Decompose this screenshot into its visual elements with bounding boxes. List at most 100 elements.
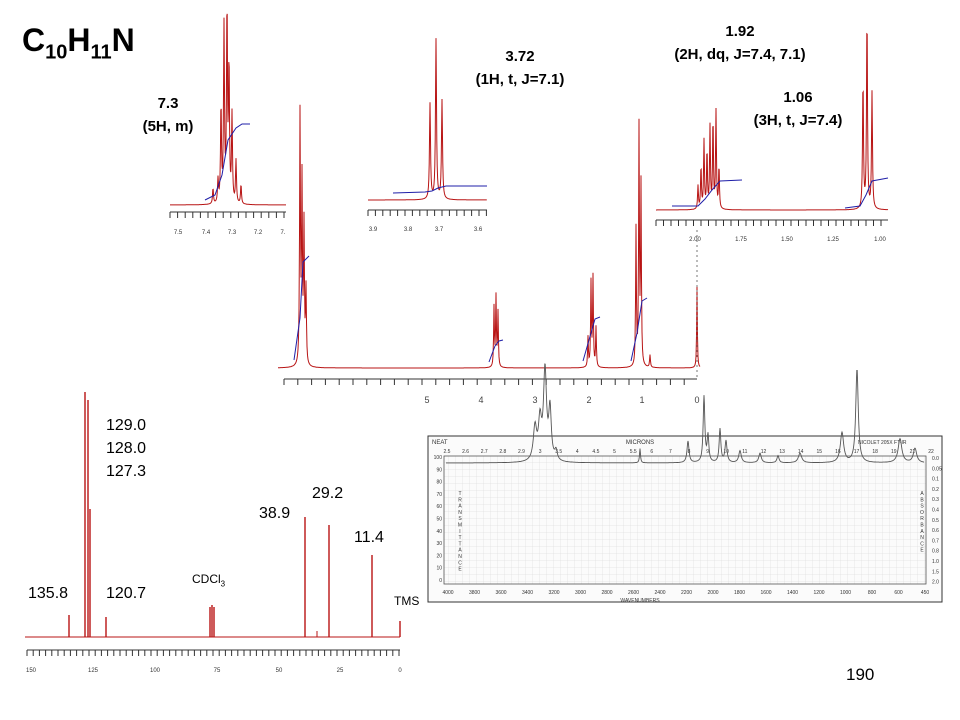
aliphatic-trace	[656, 32, 889, 211]
ir-top-tick-22: 17	[854, 449, 860, 455]
label-methyl-detail: (3H, t, J=7.4)	[753, 112, 843, 129]
aromatic-integral	[204, 123, 250, 201]
ir-bottom-tick-15: 1000	[840, 590, 851, 596]
ir-absorbance-letter: C	[920, 541, 924, 547]
ir-top-tick-19: 14	[798, 449, 804, 455]
aromatic-tick-7.5: 7.5	[174, 230, 183, 236]
inset-aromatic: 7.5 7.4 7.3 7.2 7.	[169, 13, 286, 236]
ir-top-tick-7: 4	[576, 449, 579, 455]
ir-top-tick-16: 11	[742, 449, 747, 455]
methine-tick-3.7: 3.7	[435, 227, 444, 233]
c13-label-11: 11.4	[354, 529, 384, 546]
molecular-formula: C10H11N	[22, 22, 135, 64]
proton-nmr-full: 5 4 3 2 1 0	[278, 104, 701, 405]
ir-transmittance-letter: S	[458, 516, 462, 522]
ir-transmittance-letter: I	[459, 529, 460, 535]
ir-bottom-tick-14: 1200	[813, 590, 824, 596]
proton-tick-label-0: 0	[694, 395, 699, 405]
proton-tick-label-2: 2	[586, 395, 591, 405]
ir-top-tick-4: 2.9	[518, 449, 525, 455]
ir-top-tick-18: 13	[779, 449, 785, 455]
ir-bottom-tick-10: 2000	[707, 590, 718, 596]
ir-absorbance-letter: A	[920, 491, 924, 497]
c13-label-129: 129.0	[106, 417, 147, 434]
ir-top-tick-12: 7	[669, 449, 672, 455]
ir-right-tick-11: 1.5	[932, 569, 939, 575]
ir-transmittance-letter: C	[458, 560, 462, 566]
ir-left-tick-0: 100	[434, 455, 443, 461]
ir-bottom-tick-2: 3600	[495, 590, 506, 596]
ir-top-tick-25: 21	[910, 449, 916, 455]
ir-top-tick-26: 22	[928, 449, 934, 455]
aromatic-tick-7.4: 7.4	[202, 230, 211, 236]
label-aromatic: 7.3 (5H, m)	[136, 92, 200, 138]
ir-left-tick-4: 60	[436, 504, 442, 510]
ir-top-tick-11: 6	[650, 449, 653, 455]
methine-tick-3.9: 3.9	[369, 227, 378, 233]
label-methyl: 1.06 (3H, t, J=7.4)	[733, 86, 863, 132]
ir-bottom-tick-12: 1600	[760, 590, 771, 596]
aliphatic-tick-1.75: 1.75	[735, 237, 747, 243]
proton-tick-label-1: 1	[639, 395, 644, 405]
ir-bottom-tick-16: 800	[868, 590, 877, 596]
c13-label-120: 120.7	[106, 585, 147, 602]
ir-left-tick-8: 20	[436, 553, 442, 559]
label-methyl-shift: 1.06	[783, 89, 813, 106]
ir-top-tick-9: 5	[613, 449, 616, 455]
inset-aliphatic: 2.00 1.75 1.50 1.25 1.00	[655, 32, 889, 243]
ir-left-tick-2: 80	[436, 480, 442, 486]
ir-label-wavenumbers: WAVENUMBERS	[620, 598, 660, 604]
ir-left-tick-3: 70	[436, 492, 442, 498]
carbon-nmr: 150 125 100 75 50 25 0	[25, 392, 402, 674]
ir-label-microns: MICRONS	[626, 440, 654, 446]
label-methine-shift: 3.72	[505, 48, 535, 65]
label-methylene-detail: (2H, dq, J=7.4, 7.1)	[674, 46, 806, 63]
ir-absorbance-letter: O	[920, 510, 924, 516]
ir-bottom-tick-11: 1800	[734, 590, 745, 596]
label-methine-detail: (1H, t, J=7.1)	[475, 71, 565, 88]
proton-spectrum-trace	[278, 104, 701, 369]
c13-tick-75: 75	[214, 668, 221, 674]
methine-trace	[368, 38, 487, 201]
ir-transmittance-letter: T	[458, 541, 461, 547]
c13-tick-100: 100	[150, 668, 161, 674]
ir-bottom-tick-0: 4000	[442, 590, 453, 596]
ir-bottom-tick-8: 2400	[654, 590, 665, 596]
ir-bottom-tick-1: 3800	[469, 590, 480, 596]
integral-aromatic	[293, 255, 310, 361]
ir-right-tick-4: 0.3	[932, 497, 939, 503]
ir-right-tick-3: 0.2	[932, 487, 939, 493]
methine-tick-3.8: 3.8	[404, 227, 413, 233]
ir-transmittance-letter: R	[458, 497, 462, 503]
ir-top-tick-23: 18	[872, 449, 878, 455]
ir-top-tick-6: 3.5	[555, 449, 562, 455]
ir-bottom-tick-3: 3400	[522, 590, 533, 596]
ir-right-tick-1: 0.05	[932, 466, 942, 472]
ir-transmittance-letter: E	[458, 567, 462, 573]
ir-right-tick-7: 0.6	[932, 528, 939, 534]
ir-absorbance-letter: E	[920, 548, 924, 554]
ir-absorbance-letter: B	[920, 523, 924, 529]
c13-tick-25: 25	[337, 668, 344, 674]
ir-right-tick-10: 1.0	[932, 559, 939, 565]
ir-left-tick-6: 40	[436, 529, 442, 535]
ir-right-tick-12: 2.0	[932, 580, 939, 586]
label-aromatic-shift: 7.3	[157, 95, 179, 112]
aromatic-trace	[170, 13, 286, 206]
methyl-integral	[844, 177, 889, 209]
ir-absorbance-letter: A	[920, 529, 924, 535]
ir-transmittance-letter: M	[458, 523, 462, 529]
ir-right-tick-9: 0.8	[932, 549, 939, 555]
ir-spectrum: NEAT MICRONS NICOLET 205X FT-IRWAVENUMBERS…	[427, 363, 943, 604]
ir-label-neat: NEAT	[432, 440, 448, 446]
ir-transmittance-letter: T	[458, 491, 461, 497]
ir-top-tick-17: 12	[761, 449, 767, 455]
label-aromatic-detail: (5H, m)	[142, 118, 194, 135]
integral-methyl	[630, 297, 648, 362]
proton-tick-label-5: 5	[424, 395, 429, 405]
ir-transmittance-letter: A	[458, 548, 462, 554]
label-methine: 3.72 (1H, t, J=7.1)	[450, 45, 590, 91]
ir-right-tick-2: 0.1	[932, 477, 939, 483]
ir-plot-area	[443, 455, 927, 585]
ir-top-tick-15: 10	[723, 449, 729, 455]
